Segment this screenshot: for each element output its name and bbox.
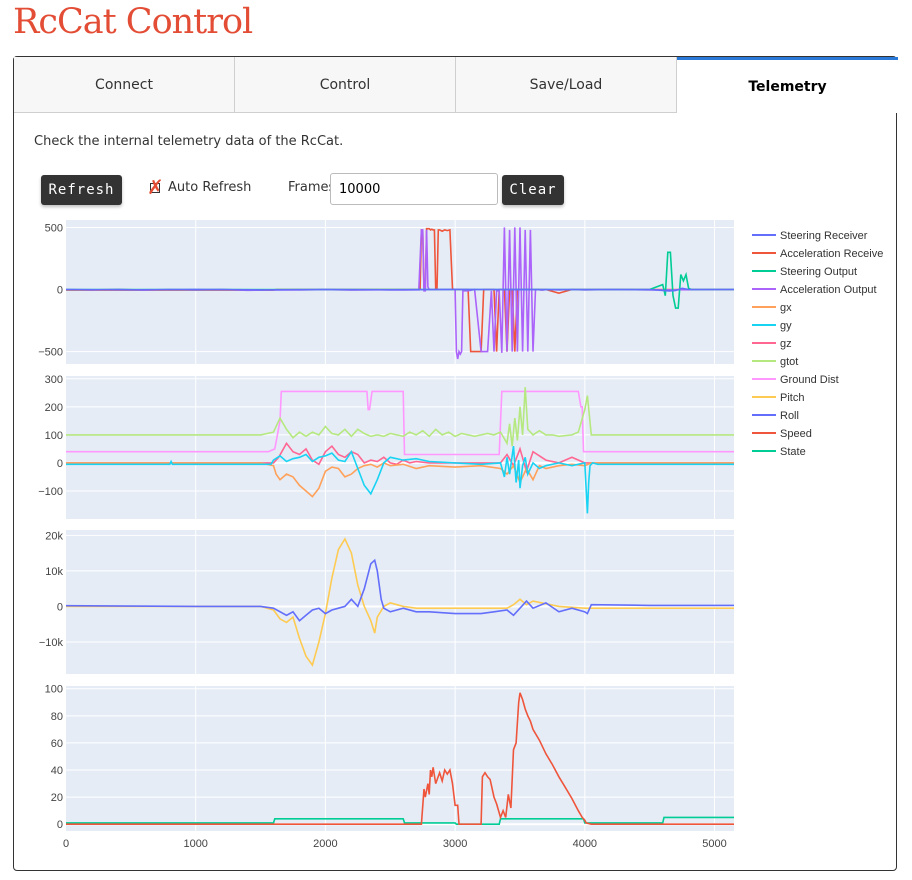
series-line-gx: [66, 461, 734, 498]
y-tick-label: 100: [45, 684, 63, 696]
legend: Steering Receiver Acceleration Receiver St…: [752, 230, 883, 458]
checkbox-box: [150, 183, 160, 193]
y-tick-label: 200: [45, 402, 63, 414]
legend-item-label[interactable]: Steering Output: [780, 266, 857, 278]
app-title: RcCat Control: [13, 2, 253, 42]
series-line-gtot: [66, 387, 734, 447]
telemetry-charts: Steering Receiver Acceleration Receiver St…: [38, 220, 883, 850]
legend-item-label[interactable]: Speed: [780, 428, 812, 440]
y-tick-label: 20: [51, 792, 63, 804]
tab-bar: Connect Control Save/Load Telemetry: [14, 57, 898, 113]
legend-item-label[interactable]: Acceleration Receiver: [780, 248, 883, 260]
plot-background: [66, 220, 734, 364]
legend-item-label[interactable]: Pitch: [780, 392, 804, 404]
series-line-steering-receiver: [66, 287, 734, 292]
y-tick-label: 0: [57, 458, 63, 470]
frames-input[interactable]: [330, 173, 498, 205]
plot-background: [66, 686, 734, 831]
plot-background: [66, 530, 734, 674]
series-line-speed: [66, 692, 734, 826]
plot-background: [66, 376, 734, 519]
tab-save-load[interactable]: Save/Load: [456, 57, 677, 113]
legend-item-label[interactable]: Ground Dist: [780, 374, 839, 386]
legend-item-label[interactable]: gz: [780, 338, 792, 350]
legend-item-label[interactable]: Roll: [780, 410, 799, 422]
x-tick-label: 4000: [573, 838, 597, 850]
y-tick-label: 100: [45, 430, 63, 442]
y-tick-label: −500: [38, 347, 63, 359]
legend-item-label[interactable]: gtot: [780, 356, 798, 368]
x-tick-label: 3000: [443, 838, 467, 850]
series-line-gz: [66, 441, 734, 474]
legend-item-label[interactable]: gx: [780, 302, 792, 314]
legend-item-label[interactable]: gy: [780, 320, 792, 332]
x-tick-label: 0: [63, 838, 69, 850]
chart-2: 300 200 100 0 −100: [38, 374, 734, 519]
tab-connect[interactable]: Connect: [14, 57, 235, 113]
chart-1: 500 0 −500: [38, 220, 734, 364]
series-line-gy: [66, 445, 734, 514]
auto-refresh-label[interactable]: Auto Refresh: [168, 180, 252, 195]
y-tick-label: −10k: [39, 637, 64, 649]
y-tick-label: 60: [51, 738, 63, 750]
y-tick-label: 300: [45, 374, 63, 386]
refresh-button[interactable]: Refresh: [41, 175, 122, 205]
y-tick-label: 0: [57, 819, 63, 831]
y-tick-label: 20k: [45, 530, 63, 542]
legend-item-label[interactable]: State: [780, 446, 806, 458]
unchecked-x-icon: ✗: [147, 175, 164, 199]
series-line-roll: [66, 558, 734, 622]
telemetry-description: Check the internal telemetry data of the…: [34, 134, 344, 149]
y-tick-label: 80: [51, 711, 63, 723]
clear-button[interactable]: Clear: [502, 175, 564, 205]
y-tick-label: 0: [57, 285, 63, 297]
legend-item-label[interactable]: Acceleration Output: [780, 284, 877, 296]
y-tick-label: 0: [57, 601, 63, 613]
y-tick-label: 40: [51, 765, 63, 777]
auto-refresh-checkbox[interactable]: ✗: [147, 175, 165, 199]
tab-telemetry[interactable]: Telemetry: [677, 57, 898, 113]
y-tick-label: 10k: [45, 566, 63, 578]
y-tick-label: −100: [38, 486, 63, 498]
y-tick-label: 500: [45, 222, 63, 234]
x-tick-label: 5000: [702, 838, 726, 850]
frames-label: Frames:: [288, 180, 340, 195]
chart-3: 20k 10k 0 −10k: [39, 530, 734, 674]
series-line-ground-dist: [66, 390, 734, 456]
legend-item-label[interactable]: Steering Receiver: [780, 230, 868, 242]
x-tick-label: 1000: [183, 838, 207, 850]
x-tick-label: 2000: [313, 838, 337, 850]
tab-control[interactable]: Control: [235, 57, 456, 113]
series-line-pitch: [66, 537, 734, 667]
